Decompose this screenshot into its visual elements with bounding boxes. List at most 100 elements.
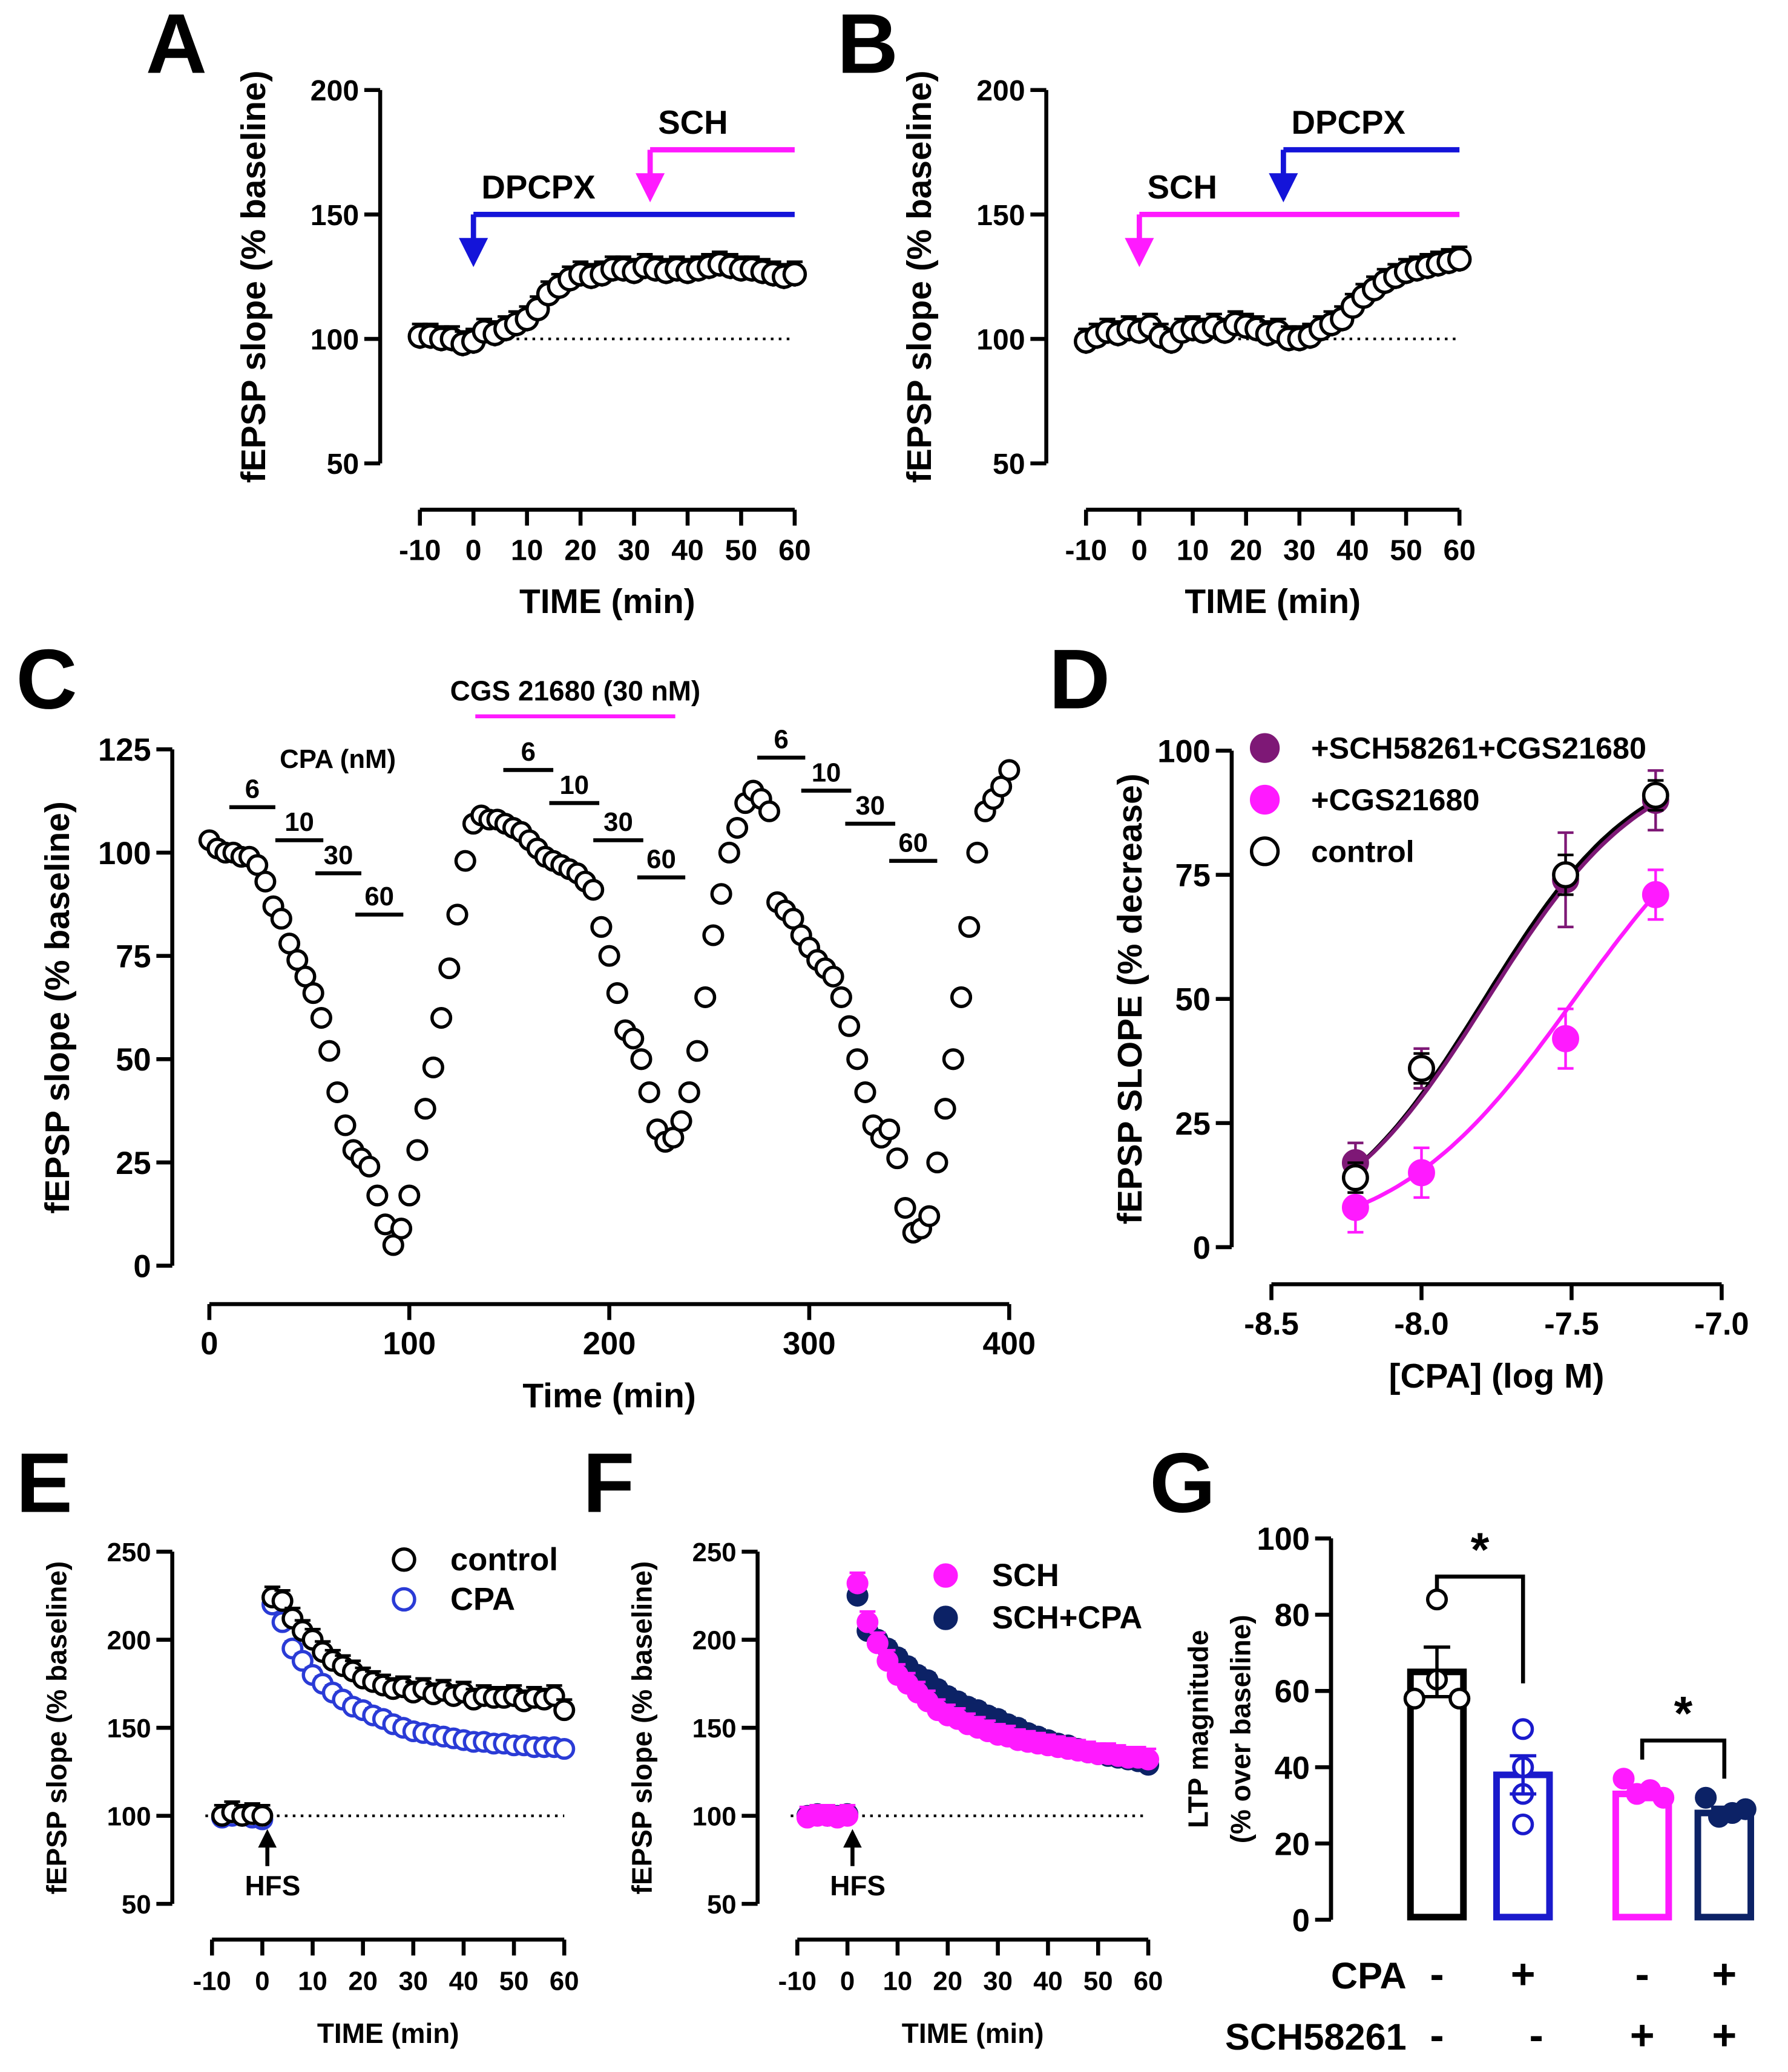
individual-data-point (1695, 1786, 1717, 1809)
x-tick-label: 40 (671, 534, 704, 566)
condition-label: CPA (1331, 1955, 1407, 1996)
condition-value: - (1529, 2011, 1543, 2059)
cpa-label: CPA (nM) (280, 744, 396, 774)
data-point--cgs21680 (1408, 1159, 1435, 1187)
x-tick-label: 0 (1131, 534, 1148, 566)
cpa-concentration-label: 10 (284, 807, 314, 837)
x-tick-label: 10 (298, 1966, 327, 1996)
x-tick-label: 60 (1134, 1966, 1163, 1996)
drug-label: SCH (658, 103, 728, 141)
y-tick-label: 0 (1292, 1903, 1310, 1938)
x-tick-label: -10 (1065, 534, 1107, 566)
significance-bracket (1435, 1575, 1525, 1684)
legend-marker (1249, 733, 1280, 763)
data-point-fepsp (398, 1184, 421, 1207)
y-axis-label: fEPSP slope (% baseline) (39, 801, 77, 1214)
individual-data-point (1448, 1687, 1471, 1710)
x-axis-label: TIME (min) (1185, 583, 1361, 621)
cpa-concentration-label: 6 (774, 725, 789, 755)
data-point-fepsp (822, 965, 844, 988)
y-tick-label: 150 (107, 1714, 151, 1743)
data-point-fepsp (838, 1015, 861, 1037)
x-tick-label: 60 (550, 1966, 579, 1996)
data-point-fepsp (830, 986, 852, 1008)
x-tick-label: -8.5 (1244, 1306, 1298, 1342)
data-point-sch (846, 1572, 869, 1595)
x-tick-label: 20 (933, 1966, 962, 1996)
individual-data-point (1734, 1798, 1757, 1820)
x-axis-label: TIME (min) (902, 2018, 1044, 2049)
data-point-fepsp (590, 916, 613, 938)
y-tick-label: 25 (1175, 1106, 1210, 1142)
y-tick-label: 100 (107, 1802, 151, 1831)
arrow-down-icon (459, 238, 488, 267)
x-tick-label: 50 (1390, 534, 1422, 566)
x-tick-label: 50 (499, 1966, 529, 1996)
legend-label: control (450, 1542, 558, 1578)
condition-value: + (1511, 1950, 1536, 1998)
data-point-fepsp (950, 986, 973, 1008)
x-tick-label: 10 (883, 1966, 913, 1996)
data-point-fepsp (710, 883, 732, 905)
cpa-concentration-label: 10 (559, 770, 589, 800)
individual-data-point (1512, 1718, 1534, 1740)
data-point-fepsp (854, 1081, 876, 1103)
x-tick-label: -7.0 (1694, 1306, 1749, 1342)
data-point-fepsp (670, 1110, 692, 1132)
fit-curve-1 (1354, 802, 1657, 1170)
data-point--cgs21680 (1552, 1025, 1579, 1052)
y-tick-label: 100 (692, 1802, 737, 1831)
bar (1407, 1668, 1467, 1921)
panel-a: A 50 100 150 200 fEPSP slope (% baseline) -10 0… (146, 0, 811, 621)
significance-bracket (1640, 1738, 1727, 1779)
panel-letter: F (583, 1435, 635, 1530)
data-point-fepsp (678, 1081, 700, 1103)
x-tick-label: -10 (193, 1966, 231, 1996)
x-tick-label: -7.5 (1544, 1306, 1599, 1342)
drug-label: SCH (1148, 168, 1217, 206)
condition-value: - (1430, 2011, 1444, 2059)
data-point-control (271, 1590, 294, 1612)
cpa-concentration-label: 60 (646, 845, 676, 874)
data-point-fepsp (942, 1048, 964, 1070)
data-point-fepsp (310, 1006, 332, 1029)
panel-letter: E (16, 1435, 72, 1530)
cpa-concentration-label: 30 (324, 841, 353, 870)
condition-value: + (1712, 1950, 1737, 1998)
data-point-control (1642, 781, 1669, 809)
y-tick-label: 75 (116, 939, 151, 975)
x-tick-label: 30 (618, 534, 651, 566)
data-point-fepsp (598, 945, 620, 967)
individual-data-point (1652, 1786, 1675, 1809)
panel-b: B 50 100 150 200 fEPSP slope (% baseline) -10 0… (837, 0, 1476, 621)
data-point-fepsp (318, 1040, 341, 1062)
data-point-fepsp (686, 1040, 709, 1062)
bar (1694, 1809, 1755, 1921)
data-point-fepsp (606, 982, 628, 1005)
significance-asterisk: * (1674, 1687, 1693, 1740)
y-tick-label: 200 (311, 74, 359, 107)
cpa-concentration-label: 60 (364, 882, 394, 911)
condition-value: + (1712, 2011, 1737, 2059)
data-point-fepsp (254, 870, 277, 893)
cpa-concentration-label: 6 (521, 737, 536, 767)
data-point-fepsp (630, 1048, 652, 1070)
x-tick-label: 20 (564, 534, 597, 566)
x-tick-label: 100 (383, 1326, 436, 1362)
legend-label: +SCH58261+CGS21680 (1311, 731, 1646, 766)
data-point-fepsp (582, 879, 605, 901)
legend-label: control (1311, 834, 1415, 868)
y-axis-label: (% over baseline) (1225, 1615, 1257, 1843)
y-tick-label: 80 (1275, 1598, 1310, 1633)
data-point-cpa (553, 1738, 576, 1760)
x-tick-label: 60 (778, 534, 811, 566)
arrow-up-icon (258, 1829, 277, 1848)
data-point-fepsp (886, 1147, 909, 1170)
individual-data-point (1425, 1588, 1448, 1611)
x-tick-label: 40 (1336, 534, 1369, 566)
hfs-label: HFS (245, 1870, 301, 1901)
individual-data-point (1512, 1813, 1534, 1835)
y-tick-label: 50 (993, 448, 1025, 480)
